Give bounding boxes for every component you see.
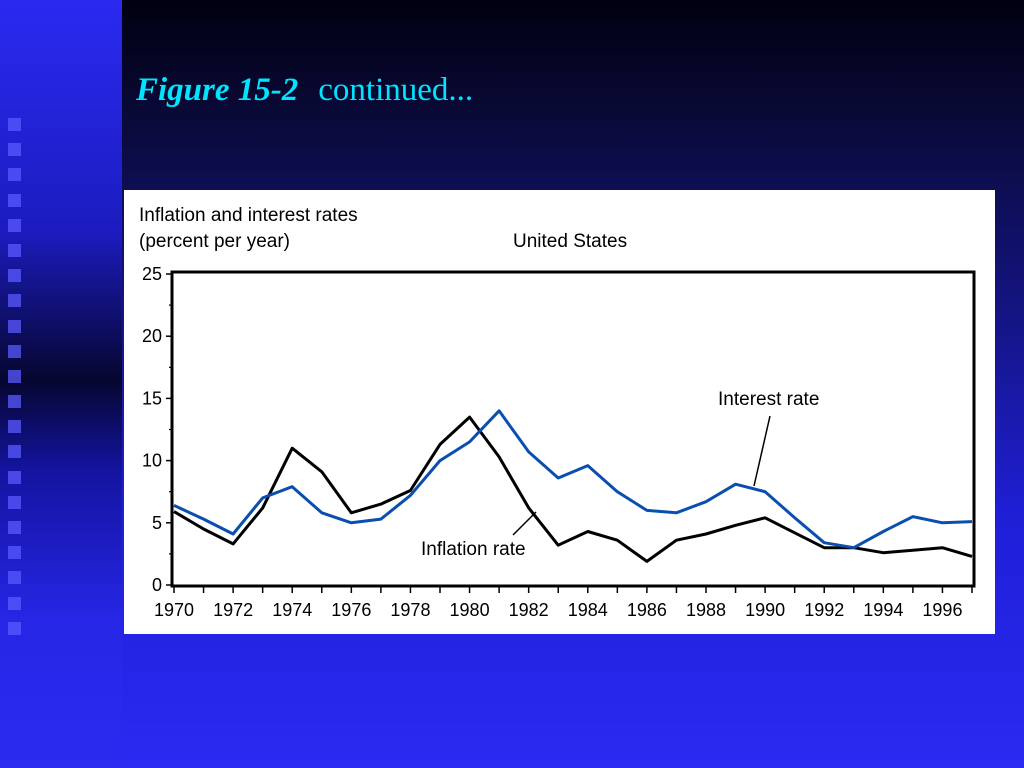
interest-rate-leader-line [753, 415, 771, 487]
slide-title-figure: Figure 15-2 [136, 72, 299, 108]
y-tick-label: 0 [152, 575, 162, 595]
y-tick-label: 15 [142, 388, 162, 408]
x-tick-label: 1994 [863, 600, 903, 620]
x-tick-label: 1980 [450, 600, 490, 620]
decorative-square [8, 168, 21, 182]
decorative-square [8, 546, 21, 560]
x-tick-label: 1984 [568, 600, 608, 620]
x-tick-label: 1986 [627, 600, 667, 620]
decorative-square [8, 218, 21, 232]
x-tick-label: 1970 [154, 600, 194, 620]
decorative-square [8, 621, 21, 635]
line-chart: Inflation and interest rates (percent pe… [139, 205, 976, 620]
y-tick-label: 10 [142, 451, 162, 471]
x-tick-label: 1996 [922, 600, 962, 620]
decorative-square [8, 420, 21, 434]
decorative-square [8, 269, 21, 283]
x-axis: 1970 1972 1974 1976 1978 1980 1982 1984 1986 1988… [154, 587, 973, 620]
x-tick-label: 1988 [686, 600, 726, 620]
decorative-square [8, 319, 21, 333]
y-tick-label: 5 [152, 513, 162, 533]
decorative-square [8, 243, 21, 257]
decorative-square [8, 143, 21, 157]
decorative-square [8, 571, 21, 585]
chart-title: United States [513, 231, 627, 252]
decorative-square [8, 344, 21, 358]
x-tick-label: 1974 [272, 600, 312, 620]
slide-title-continued: continued... [318, 72, 474, 108]
left-decorative-band [0, 0, 122, 768]
decorative-square [8, 294, 21, 308]
decorative-squares-column [8, 118, 28, 647]
x-tick-label: 1978 [390, 600, 430, 620]
inflation-rate-annotation: Inflation rate [421, 539, 526, 560]
decorative-square [8, 470, 21, 484]
y-axis-label-line2: (percent per year) [139, 231, 290, 252]
chart-panel: Inflation and interest rates (percent pe… [124, 190, 995, 634]
y-axis: 0 5 10 15 20 25 [142, 264, 172, 595]
decorative-square [8, 395, 21, 409]
x-tick-label: 1976 [331, 600, 371, 620]
decorative-square [8, 193, 21, 207]
inflation-rate-leader-line [512, 511, 537, 536]
decorative-square [8, 521, 21, 534]
interest-rate-annotation: Interest rate [718, 389, 819, 410]
inflation-rate-line [173, 415, 973, 563]
decorative-square [8, 118, 21, 131]
decorative-square [8, 445, 21, 459]
y-tick-label: 20 [142, 326, 162, 346]
slide-title: Figure 15-2 continued... [136, 72, 473, 109]
decorative-square [8, 369, 21, 383]
x-tick-label: 1990 [745, 600, 785, 620]
x-tick-label: 1972 [213, 600, 253, 620]
decorative-square [8, 596, 21, 610]
y-axis-label-line1: Inflation and interest rates [139, 205, 358, 226]
x-tick-label: 1992 [804, 600, 844, 620]
interest-rate-line [173, 409, 973, 550]
series-lines [173, 409, 973, 563]
y-tick-label: 25 [142, 264, 162, 284]
x-tick-label: 1982 [509, 600, 549, 620]
decorative-square [8, 495, 21, 509]
